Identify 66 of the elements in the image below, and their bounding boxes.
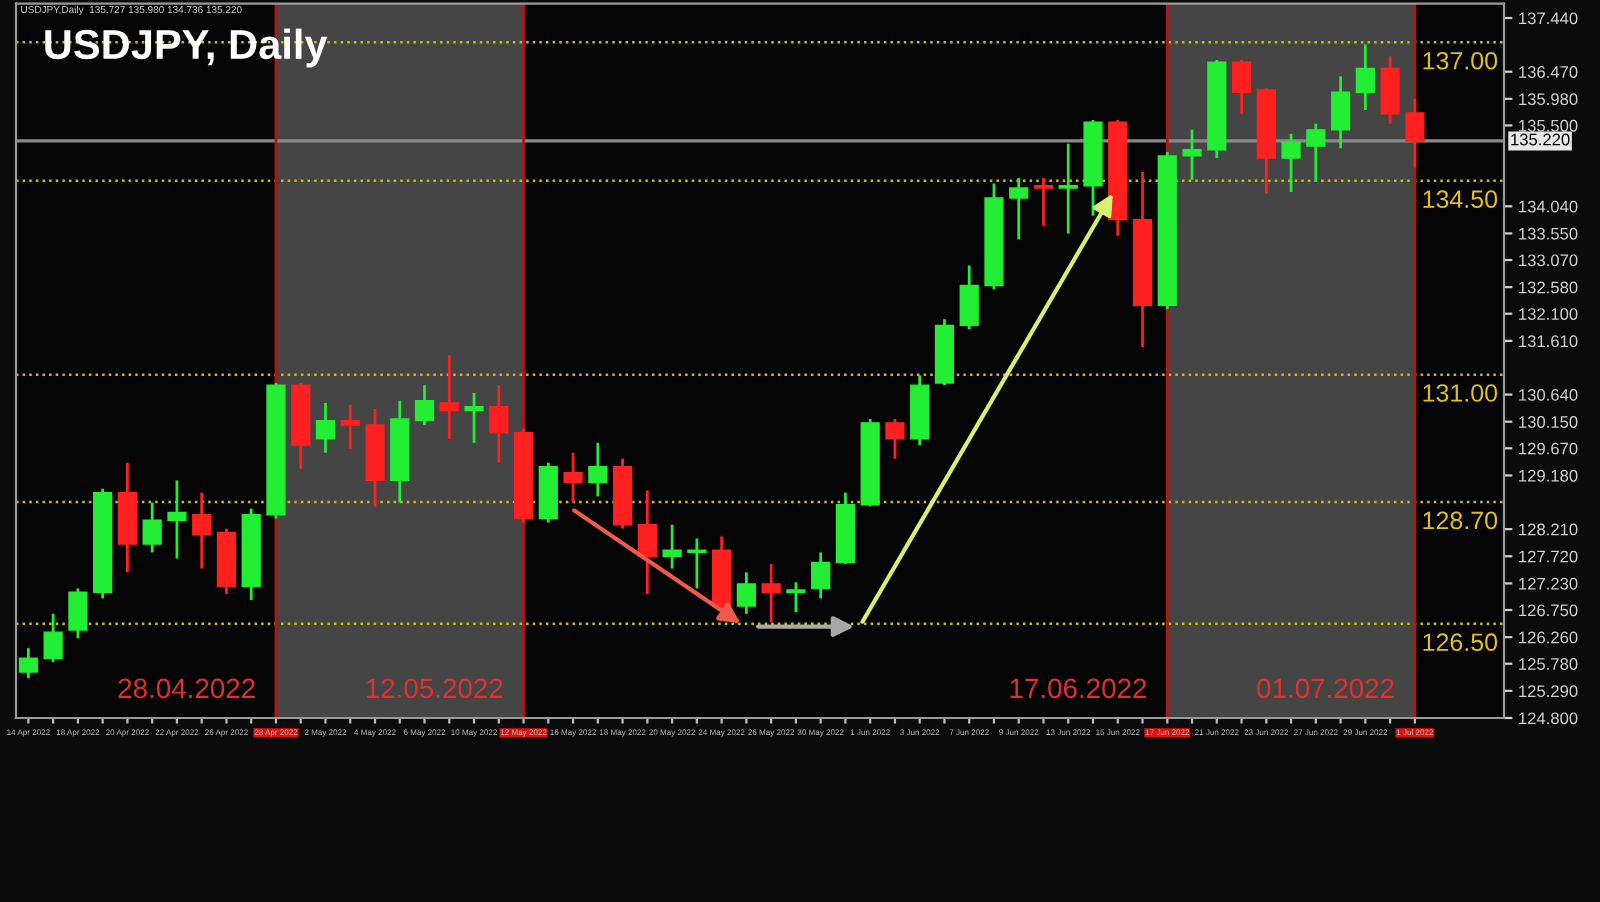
candlestick: [1058, 142, 1078, 235]
y-tick-label: 134.040: [1519, 200, 1578, 213]
candlestick: [662, 523, 682, 570]
candlestick: [414, 383, 435, 427]
y-tick-label: 127.230: [1519, 577, 1578, 590]
y-tick-label: 126.260: [1519, 631, 1578, 644]
candlestick: [736, 570, 756, 616]
ref-line-label: 137.00: [1423, 51, 1498, 70]
candlestick: [959, 264, 979, 331]
candlestick: [1405, 97, 1425, 170]
candlestick: [167, 479, 187, 560]
candlestick: [192, 491, 212, 570]
text: USDJPY, Daily: [45, 28, 328, 68]
y-tick-label: 129.670: [1519, 442, 1578, 455]
candlestick: [464, 391, 484, 445]
y-tick-label: 125.290: [1519, 685, 1578, 698]
ref-line-label: 28.04.2022: [118, 678, 255, 699]
candlestick: [1182, 128, 1202, 182]
candlestick: [761, 562, 781, 624]
y-tick-label: 129.180: [1519, 469, 1578, 482]
y-tick-label: 131.610: [1519, 335, 1578, 348]
y-tick-label: 128.210: [1519, 523, 1578, 536]
y-tick-label: 132.580: [1519, 281, 1578, 294]
candlestick: [315, 401, 336, 455]
candlestick: [786, 580, 806, 614]
y-tick-label: 125.780: [1519, 658, 1578, 670]
candlestick: [18, 646, 38, 680]
candlestick: [68, 587, 88, 640]
ref-line-label: 128.70: [1423, 511, 1498, 530]
y-tick-label: 135.980: [1519, 93, 1578, 106]
y-tick-label: 133.550: [1519, 227, 1578, 240]
y-tick-label: 124.800: [1519, 712, 1578, 725]
candlestick: [637, 489, 657, 596]
candlestick: [1330, 74, 1351, 150]
candlestick: [588, 441, 608, 498]
y-tick-label: 132.100: [1519, 308, 1578, 320]
candlestick: [1281, 132, 1301, 194]
ref-line-label: 01.07.2022: [1257, 678, 1394, 699]
ref-line-label: 135.220: [1511, 133, 1570, 146]
y-tick-label: 130.150: [1519, 416, 1578, 428]
y-tick-label: 137.440: [1519, 12, 1578, 25]
candlestick: [340, 403, 360, 451]
candlestick: [885, 417, 905, 461]
candlestick: [563, 451, 583, 504]
y-tick-label: 133.070: [1519, 254, 1578, 267]
candlestick: [489, 383, 509, 465]
ref-line-label: 17.06.2022: [1010, 678, 1147, 699]
candlestick: [1355, 43, 1375, 112]
candlestick: [1231, 58, 1252, 116]
ref-line-label: 12.05.2022: [366, 678, 503, 699]
candlestick: [811, 551, 831, 600]
ref-line-label: 134.50: [1423, 190, 1498, 209]
candlestick: [1380, 54, 1400, 126]
y-tick-label: 135.500: [1519, 119, 1578, 132]
y-tick-label: 127.720: [1519, 550, 1578, 563]
candlestick: [1009, 176, 1029, 241]
candlestick: [439, 353, 459, 441]
candlestick: [1033, 176, 1054, 228]
candlestick: [43, 612, 63, 664]
y-tick-label: 130.640: [1519, 388, 1578, 401]
y-tick-label: 136.470: [1519, 66, 1578, 78]
candlestick: [142, 501, 162, 554]
ref-line-label: 131.00: [1423, 384, 1498, 402]
y-tick-label: 126.750: [1519, 604, 1578, 617]
ref-line-label: 126.50: [1423, 633, 1498, 652]
candlestick: [1306, 122, 1326, 184]
